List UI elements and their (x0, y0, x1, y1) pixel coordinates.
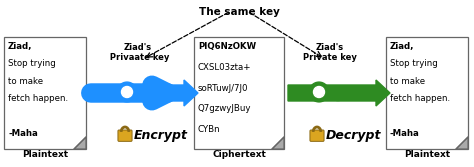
FancyBboxPatch shape (4, 37, 86, 149)
Text: CXSL03zta+: CXSL03zta+ (198, 63, 252, 72)
Text: The same key: The same key (199, 7, 280, 17)
Circle shape (121, 87, 133, 98)
Text: Decrypt: Decrypt (326, 129, 382, 142)
Text: soRTuwJ/7J0: soRTuwJ/7J0 (198, 84, 248, 93)
Circle shape (313, 87, 325, 98)
Polygon shape (74, 137, 86, 149)
FancyBboxPatch shape (310, 130, 324, 141)
Text: fetch happen.: fetch happen. (390, 94, 450, 103)
Text: Stop trying: Stop trying (390, 59, 438, 68)
Text: PIQ6NzOKW: PIQ6NzOKW (198, 42, 256, 51)
Text: Ziad's
Private key: Ziad's Private key (303, 43, 357, 62)
FancyBboxPatch shape (386, 37, 468, 149)
FancyArrow shape (90, 80, 198, 106)
Text: Ziad,: Ziad, (8, 42, 33, 51)
FancyArrow shape (151, 95, 154, 99)
Circle shape (117, 82, 137, 102)
FancyArrow shape (144, 95, 147, 100)
FancyBboxPatch shape (194, 37, 284, 149)
FancyArrow shape (136, 89, 160, 95)
Text: Plaintext: Plaintext (22, 150, 68, 159)
Text: fetch happen.: fetch happen. (8, 94, 68, 103)
FancyBboxPatch shape (118, 130, 132, 141)
Text: to make: to make (390, 77, 425, 86)
Text: Encrypt: Encrypt (134, 129, 188, 142)
Text: Ziad's
 Privaate key: Ziad's Privaate key (107, 43, 169, 62)
Text: Stop trying: Stop trying (8, 59, 56, 68)
Text: -Maha: -Maha (390, 129, 420, 138)
Text: -Maha: -Maha (8, 129, 38, 138)
FancyArrow shape (288, 80, 390, 106)
Polygon shape (272, 137, 284, 149)
FancyArrow shape (328, 89, 352, 95)
Text: Ciphertext: Ciphertext (212, 150, 266, 159)
Text: Plaintext: Plaintext (404, 150, 450, 159)
FancyArrow shape (336, 95, 339, 100)
FancyArrow shape (343, 95, 346, 99)
Text: to make: to make (8, 77, 43, 86)
Text: Q7gzwyJBuy: Q7gzwyJBuy (198, 104, 252, 113)
Polygon shape (456, 137, 468, 149)
Text: Ziad,: Ziad, (390, 42, 414, 51)
Text: CYBn: CYBn (198, 125, 220, 134)
Circle shape (309, 82, 329, 102)
